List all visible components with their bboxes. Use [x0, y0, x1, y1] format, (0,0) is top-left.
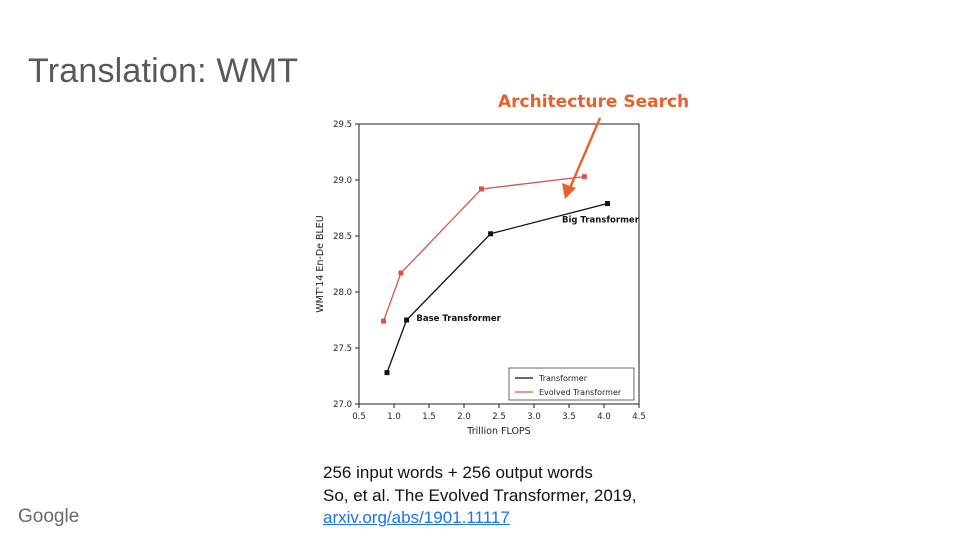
- data-point-transformer-3: [605, 201, 610, 207]
- architecture-search-annotation: Architecture Search: [498, 92, 689, 199]
- y-tick-label-2: 28.0: [333, 288, 352, 298]
- chart-point-labels: Base Transformer Big Transformer: [416, 216, 639, 325]
- y-tick-label-4: 29.0: [333, 176, 352, 186]
- x-axis-label: Trillion FLOPS: [466, 426, 530, 437]
- point-label-big-transformer: Big Transformer: [562, 216, 640, 226]
- x-tick-label-6: 3.5: [562, 412, 576, 422]
- data-point-transformer-1: [404, 317, 410, 323]
- legend-label-evolved-transformer: Evolved Transformer: [539, 388, 622, 397]
- x-tick-label-2: 1.5: [422, 412, 436, 422]
- data-point-evolved-transformer-3: [581, 174, 587, 180]
- legend-box: [508, 367, 635, 401]
- x-tick-label-0: 0.5: [352, 412, 366, 422]
- data-point-evolved-transformer-2: [479, 186, 484, 192]
- y-tick-label-3: 28.5: [333, 232, 352, 242]
- data-point-evolved-transformer-0: [381, 318, 386, 324]
- chart-series: [381, 174, 610, 376]
- caption-words: 256 input words + 256 output words: [323, 463, 593, 482]
- y-tick-label-1: 27.5: [333, 344, 352, 354]
- chart-axes: 0.5 1.0 1.5 2.0 2.5 3.0 3.5 4.0 4.5 27.0 27.5 28.0 2…: [315, 120, 646, 437]
- point-label-base-transformer: Base Transformer: [416, 314, 501, 324]
- data-point-transformer-0: [384, 370, 390, 376]
- caption-citation: So, et al. The Evolved Transformer, 2019…: [323, 486, 637, 505]
- plot-frame: [358, 123, 640, 405]
- x-tick-label-3: 2.0: [457, 412, 471, 422]
- google-logo: Google: [18, 506, 80, 527]
- arxiv-link[interactable]: arxiv.org/abs/1901.11117: [323, 508, 510, 527]
- data-point-transformer-2: [488, 231, 494, 237]
- slide-title: Translation: WMT: [28, 52, 299, 90]
- x-tick-label-8: 4.5: [632, 412, 646, 422]
- x-tick-label-5: 3.0: [527, 412, 541, 422]
- x-tick-label-7: 4.0: [597, 412, 611, 422]
- annotation-arrow-head: [562, 183, 576, 199]
- y-tick-label-0: 27.0: [333, 400, 352, 410]
- series-line-evolved-transformer: [382, 175, 585, 322]
- series-line-transformer: [386, 202, 608, 373]
- chart-legend: Transformer Evolved Transformer: [508, 367, 635, 401]
- x-tick-label-1: 1.0: [387, 412, 401, 422]
- annotation-arrow-shaft: [568, 117, 602, 189]
- y-tick-label-5: 29.5: [333, 120, 352, 130]
- legend-label-transformer: Transformer: [538, 374, 588, 383]
- annotation-text: Architecture Search: [498, 92, 689, 112]
- data-point-evolved-transformer-1: [398, 270, 404, 276]
- y-axis-label: WMT'14 En-De BLEU: [315, 215, 326, 313]
- x-tick-label-4: 2.5: [492, 412, 506, 422]
